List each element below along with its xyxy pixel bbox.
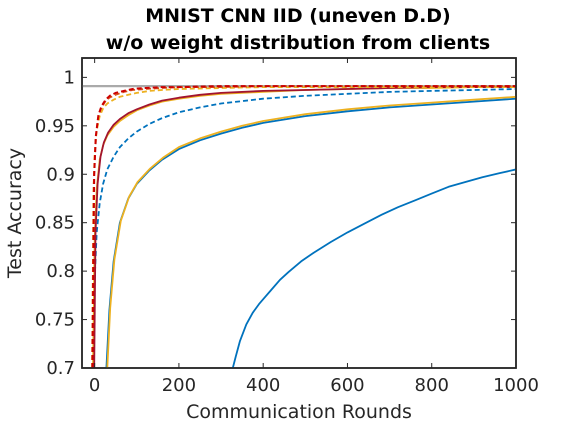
y-tick-label: 0.7: [46, 358, 75, 379]
y-tick-label: 1: [64, 67, 75, 88]
y-tick-label: 0.85: [35, 213, 75, 234]
y-axis-label: Test Accuracy: [4, 148, 26, 279]
chart-title-line-1: MNIST CNN IID (uneven D.D): [145, 5, 451, 27]
series-line-4: [106, 95, 516, 368]
x-axis-ticks: 0 200 400 600 800 1000: [89, 58, 539, 396]
y-tick-label: 0.95: [35, 116, 75, 137]
series-line-7: [93, 86, 516, 368]
x-axis-label: Communication Rounds: [186, 401, 412, 423]
x-tick-label: 800: [415, 375, 449, 396]
y-tick-label: 0.8: [46, 261, 75, 282]
x-tick-label: 400: [246, 375, 280, 396]
x-tick-label: 0: [89, 375, 100, 396]
plot-frame: [81, 57, 517, 369]
y-axis-ticks: 0.7 0.75 0.8 0.85 0.9 0.95 1: [35, 67, 516, 379]
series-layer: [82, 84, 516, 368]
x-tick-label: 600: [330, 375, 364, 396]
series-line-2: [231, 168, 516, 368]
series-line-10: [91, 85, 516, 368]
x-tick-label: 1000: [493, 375, 539, 396]
y-tick-label: 0.9: [46, 164, 75, 185]
chart-title-line-2: w/o weight distribution from clients: [106, 32, 490, 54]
y-tick-label: 0.75: [35, 310, 75, 331]
plot-area: [81, 57, 517, 369]
x-tick-label: 200: [162, 375, 196, 396]
